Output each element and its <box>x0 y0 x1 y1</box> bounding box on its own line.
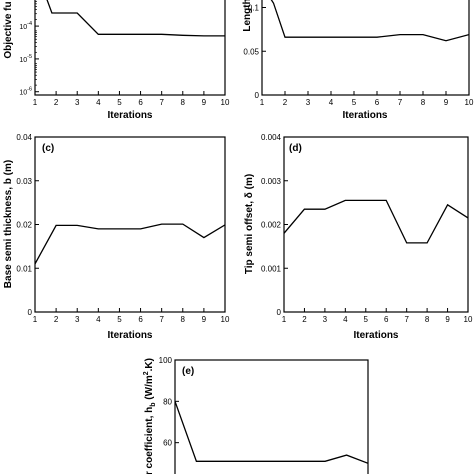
panel-c-ytick-label: 0.04 <box>16 133 32 142</box>
panel-e-ytick-label: 100 <box>159 356 173 365</box>
panel-b-xtick-label: 6 <box>375 98 380 107</box>
panel-e-ylabel-sub: b <box>150 402 157 406</box>
panel-b-xtick-label: 4 <box>329 98 334 107</box>
panel-a-ytick-label: 10-5 <box>19 54 32 64</box>
panel-d-xtick-label: 1 <box>282 315 287 324</box>
panel-c-xtick-label: 10 <box>221 315 230 324</box>
panel-d-series-line <box>284 199 468 244</box>
panel-a-line-group <box>46 0 225 37</box>
panel-a: 1 2 3 4 5 6 7 8 9 10 10-6 10-5 10-4 Iterations Obje… <box>3 0 230 121</box>
panel-c: 1 2 3 4 5 6 7 8 9 10 0 0.01 0.02 0.03 0.04 (c) Iterat… <box>3 133 230 341</box>
panel-c-series-line <box>35 223 225 265</box>
panel-d-ytick-label: 0 <box>277 308 282 317</box>
panel-b-series-line <box>270 0 469 42</box>
panel-b-xtick-label: 10 <box>465 98 474 107</box>
panel-a-ylabel: Objective fu <box>3 1 14 58</box>
panel-b-xlabel: Iterations <box>342 110 387 121</box>
panel-c-xtick-label: 9 <box>202 315 207 324</box>
panel-e-ylabel-units: (W/m <box>144 375 155 402</box>
panel-d-xtick-label: 7 <box>404 315 409 324</box>
panel-d-xtick-label: 2 <box>302 315 307 324</box>
panel-d-xtick-label: 10 <box>464 315 473 324</box>
panel-e-label: (e) <box>182 366 194 377</box>
panel-a-xtick-label: 3 <box>75 98 80 107</box>
panel-b-ytick-label: 0 <box>255 91 260 100</box>
panel-d-xlabel: Iterations <box>353 330 398 341</box>
panel-b-xtick-label: 7 <box>398 98 403 107</box>
panel-a-xtick-label: 7 <box>159 98 164 107</box>
panel-b-xtick-label: 8 <box>421 98 426 107</box>
panel-a-xtick-label: 4 <box>96 98 101 107</box>
panel-a-xtick-label: 10 <box>221 98 230 107</box>
panel-e-frame <box>174 359 369 474</box>
panel-d-xtick-label: 5 <box>364 315 369 324</box>
panel-d-frame <box>283 136 469 313</box>
panel-d-ytick-label: 0.001 <box>261 264 282 273</box>
panel-b-xtick-label: 1 <box>260 98 265 107</box>
panel-e-ytick-label: 60 <box>163 439 172 448</box>
panel-d-xtick-label: 8 <box>425 315 430 324</box>
panel-c-ylabel: Base semi thickness, b (m) <box>3 160 14 288</box>
panel-d-xtick-label: 6 <box>384 315 389 324</box>
panel-e-ylabel-main: fer coefficient, h <box>144 407 155 474</box>
panel-b-frame <box>261 0 470 96</box>
panel-e-ylabel-units-end: .K) <box>144 358 155 371</box>
panel-b-ytick-label: 0.05 <box>243 47 259 56</box>
panel-a-xtick-label: 2 <box>54 98 59 107</box>
panel-c-xtick-label: 2 <box>54 315 59 324</box>
panel-a-ytick-label: 10-6 <box>19 87 32 97</box>
panel-d-ytick-label: 0.002 <box>261 221 282 230</box>
panel-c-xtick-label: 6 <box>138 315 143 324</box>
panel-c-label: (c) <box>42 143 54 154</box>
panel-b-xtick-label: 2 <box>283 98 288 107</box>
panel-e: 60 80 100 (e) fer coefficient, hb (W/m2.K) <box>143 356 369 474</box>
panel-b-ytick-label: 0.1 <box>248 4 260 13</box>
panel-a-xtick-label: 1 <box>33 98 38 107</box>
panel-a-xtick-label: 6 <box>138 98 143 107</box>
panel-c-ytick-label: 0 <box>28 308 33 317</box>
panel-e-ylabel-units-sup: 2 <box>143 371 150 375</box>
panel-b-ylabel: Length <box>242 0 253 32</box>
panel-d-xtick-label: 4 <box>343 315 348 324</box>
panel-c-xtick-label: 5 <box>117 315 122 324</box>
panel-a-xlabel: Iterations <box>107 110 152 121</box>
panel-c-ytick-label: 0.03 <box>16 177 32 186</box>
panel-b-xtick-label: 9 <box>444 98 449 107</box>
panel-d-label: (d) <box>289 143 302 154</box>
panel-c-frame <box>34 136 226 313</box>
panel-c-xtick-label: 7 <box>159 315 164 324</box>
panel-d-ytick-label: 0.004 <box>261 133 282 142</box>
panel-a-frame <box>34 0 226 96</box>
panel-c-xtick-label: 8 <box>181 315 186 324</box>
panel-c-xtick-label: 4 <box>96 315 101 324</box>
panel-a-xtick-label: 8 <box>181 98 186 107</box>
panel-d: 1 2 3 4 5 6 7 8 9 10 0 0.001 0.002 0.003 0.004 (d) It… <box>244 133 473 341</box>
panel-d-xtick-label: 9 <box>445 315 450 324</box>
panel-c-xtick-label: 1 <box>33 315 38 324</box>
panel-e-series-line <box>175 401 368 464</box>
panel-a-xtick-label: 9 <box>202 98 207 107</box>
panel-e-ytick-label: 80 <box>163 397 172 406</box>
panel-d-ytick-label: 0.003 <box>261 177 282 186</box>
panel-a-ytick-label: 10-4 <box>19 21 32 31</box>
panel-a-series-line <box>46 0 225 37</box>
panel-d-xtick-label: 3 <box>323 315 328 324</box>
panel-c-ytick-label: 0.02 <box>16 221 32 230</box>
panel-c-xlabel: Iterations <box>107 330 152 341</box>
panel-e-ylabel: fer coefficient, hb (W/m2.K) <box>143 358 157 474</box>
panel-b-xtick-label: 5 <box>352 98 357 107</box>
panel-b: 1 2 3 4 5 6 7 8 9 10 0 0.05 0.1 Iterations Length <box>242 0 474 121</box>
panel-c-ytick-label: 0.01 <box>16 264 32 273</box>
panel-d-ylabel: Tip semi offset, δ (m) <box>244 174 255 274</box>
panel-b-xtick-label: 3 <box>306 98 311 107</box>
panel-a-xtick-label: 5 <box>117 98 122 107</box>
panel-c-xtick-label: 3 <box>75 315 80 324</box>
